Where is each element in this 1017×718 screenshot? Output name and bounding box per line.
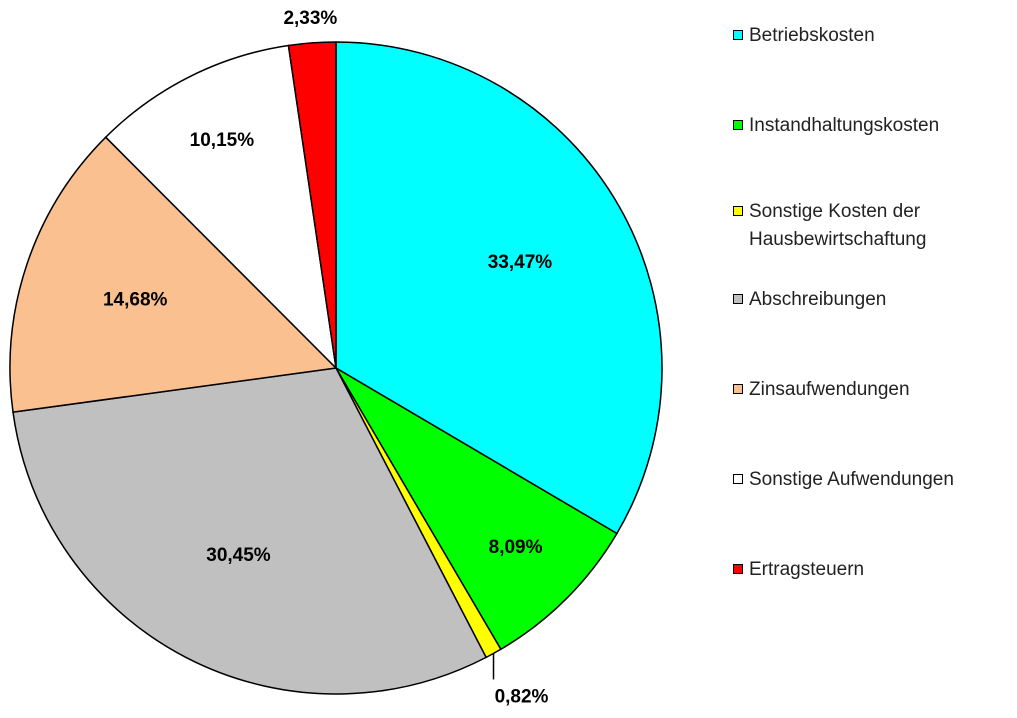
data-label: 30,45% [206, 545, 271, 566]
legend-label: Ertragsteuern [749, 559, 865, 580]
legend-label: Instandhaltungskosten [749, 115, 940, 136]
data-label: 2,33% [283, 8, 337, 29]
pie-slice [335, 41, 663, 535]
legend-swatch [733, 30, 743, 40]
legend-item: Betriebskosten [733, 22, 1017, 50]
legend-item: Abschreibungen [733, 286, 1017, 314]
legend-swatch [733, 474, 743, 484]
data-label: 8,09% [489, 537, 543, 558]
legend-label: Abschreibungen [749, 289, 887, 310]
legend-swatch [733, 206, 743, 216]
legend-item: Sonstige Aufwendungen [733, 466, 1017, 494]
legend-swatch [733, 120, 743, 130]
legend-swatch [733, 294, 743, 304]
legend-label: Zinsaufwendungen [749, 379, 910, 400]
data-label: 0,82% [495, 686, 549, 707]
data-label: 10,15% [190, 130, 255, 151]
legend-label: Sonstige Aufwendungen [749, 469, 954, 490]
legend-swatch [733, 384, 743, 394]
pie-slice [104, 44, 338, 371]
pie-slice [287, 41, 337, 369]
legend-item: Zinsaufwendungen [733, 376, 1017, 404]
pie-slice [333, 365, 618, 651]
legend-item: Ertragsteuern [733, 556, 1017, 584]
data-label: 33,47% [488, 252, 553, 273]
pie-slice [9, 136, 338, 414]
legend-item: Sonstige Kosten der Hausbewirtschaftung [733, 198, 1017, 254]
legend-item: Instandhaltungskosten [733, 112, 1017, 140]
legend-label: Sonstige Kosten der Hausbewirtschaftung [749, 201, 927, 250]
legend-swatch [733, 564, 743, 574]
legend-label: Betriebskosten [749, 25, 875, 46]
data-label: 14,68% [103, 289, 168, 310]
chart: 33,47% 8,09% 0,82% 30,45% 14,68% 10,15% 2,33% [9, 8, 663, 707]
pie-slice [12, 367, 488, 695]
